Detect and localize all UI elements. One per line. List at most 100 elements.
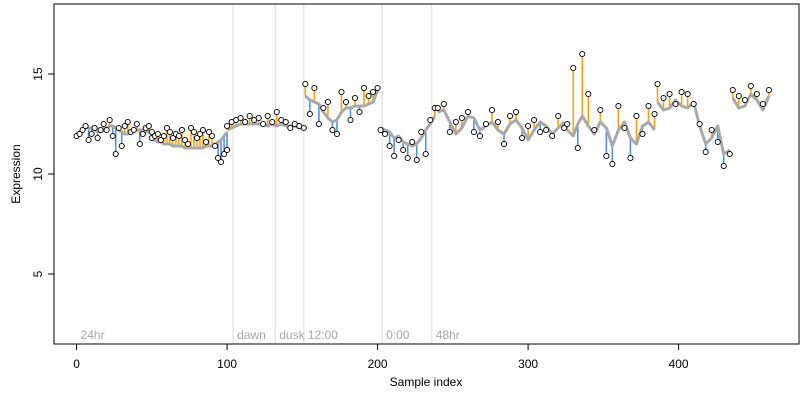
data-point [585,90,592,98]
annotation-label-4: 0:00 [386,328,410,342]
data-point [190,128,198,136]
data-point [395,136,402,144]
data-point [306,110,313,118]
data-point [446,128,453,136]
data-point [400,146,407,154]
annotation-label-2: dusk [279,328,305,342]
data-point [76,130,83,138]
data-point [85,136,92,144]
data-point [525,122,532,130]
data-point [347,116,354,124]
x-tick-label: 100 [217,357,237,371]
data-point [506,112,514,120]
data-point [324,98,331,106]
data-point [597,106,604,114]
fit-line-segment-4 [379,115,437,148]
data-point [163,124,170,132]
data-point [603,152,610,160]
data-point [615,102,622,110]
data-point [221,150,228,158]
data-point [121,122,128,130]
data-point [377,126,384,134]
annotation-layer: 24hr dawn dusk 12:00 0:00 48hr [81,328,460,342]
data-point [342,98,350,106]
data-point [215,154,222,162]
data-point [178,126,185,134]
data-point [714,138,721,146]
data-point [338,88,345,96]
data-point [735,92,742,100]
axes-layer: 0 100 200 300 400 5 10 15 [31,67,689,371]
data-point [208,132,216,140]
data-point [549,132,556,140]
data-point [166,128,173,136]
data-point [160,132,167,140]
data-point [476,132,483,140]
data-point [422,150,429,158]
data-point [224,122,231,130]
data-point [391,152,398,160]
data-point [470,128,477,136]
data-point [333,130,340,138]
fit-line-segment-6 [566,114,656,148]
data-point [621,124,628,132]
data-point [519,134,526,142]
data-point [678,88,685,96]
fit-line-segment-3 [304,89,380,124]
data-point [169,134,176,142]
data-point [464,108,471,116]
annotation-label-0: 24hr [81,328,105,342]
data-point [488,106,496,114]
data-point [579,50,586,58]
data-point [103,126,110,134]
y-axis-title: Expression [9,144,23,203]
data-point [609,160,616,168]
data-point [218,158,225,166]
annotation-label-5: 48hr [436,328,460,342]
data-point [574,144,581,152]
data-point [452,118,459,126]
data-point [300,124,307,132]
data-point [360,84,368,92]
plot-frame [53,3,800,345]
data-point [82,122,89,130]
data-point [639,130,646,138]
data-point [570,64,577,72]
y-tick-label: 10 [31,167,45,181]
data-point [513,108,520,116]
x-tick-label: 400 [669,357,689,371]
data-point [427,116,434,124]
data-point [187,124,195,132]
data-point [531,116,538,124]
data-point [537,128,544,136]
data-point [315,120,322,128]
data-point [747,82,754,90]
data-point [329,126,336,134]
x-tick-label: 300 [518,357,538,371]
data-point [382,130,389,138]
data-point [753,90,760,98]
data-point [302,80,309,88]
data-point [702,148,709,156]
data-point [273,108,280,116]
data-point [311,84,318,92]
data-point [157,136,164,144]
data-point [666,90,673,98]
data-point [654,80,661,88]
data-point [145,122,152,130]
data-point [205,128,213,136]
data-point [211,142,219,150]
data-point [365,92,372,100]
data-point [660,94,667,102]
data-point [386,142,393,150]
data-point [765,86,772,94]
data-point [482,120,489,128]
data-point [720,162,727,170]
x-axis-title: Sample index [390,375,463,389]
data-point [282,118,289,126]
data-point [633,112,640,120]
data-point [494,118,502,126]
data-point [287,124,294,132]
data-point [100,120,107,128]
data-point [202,138,210,146]
